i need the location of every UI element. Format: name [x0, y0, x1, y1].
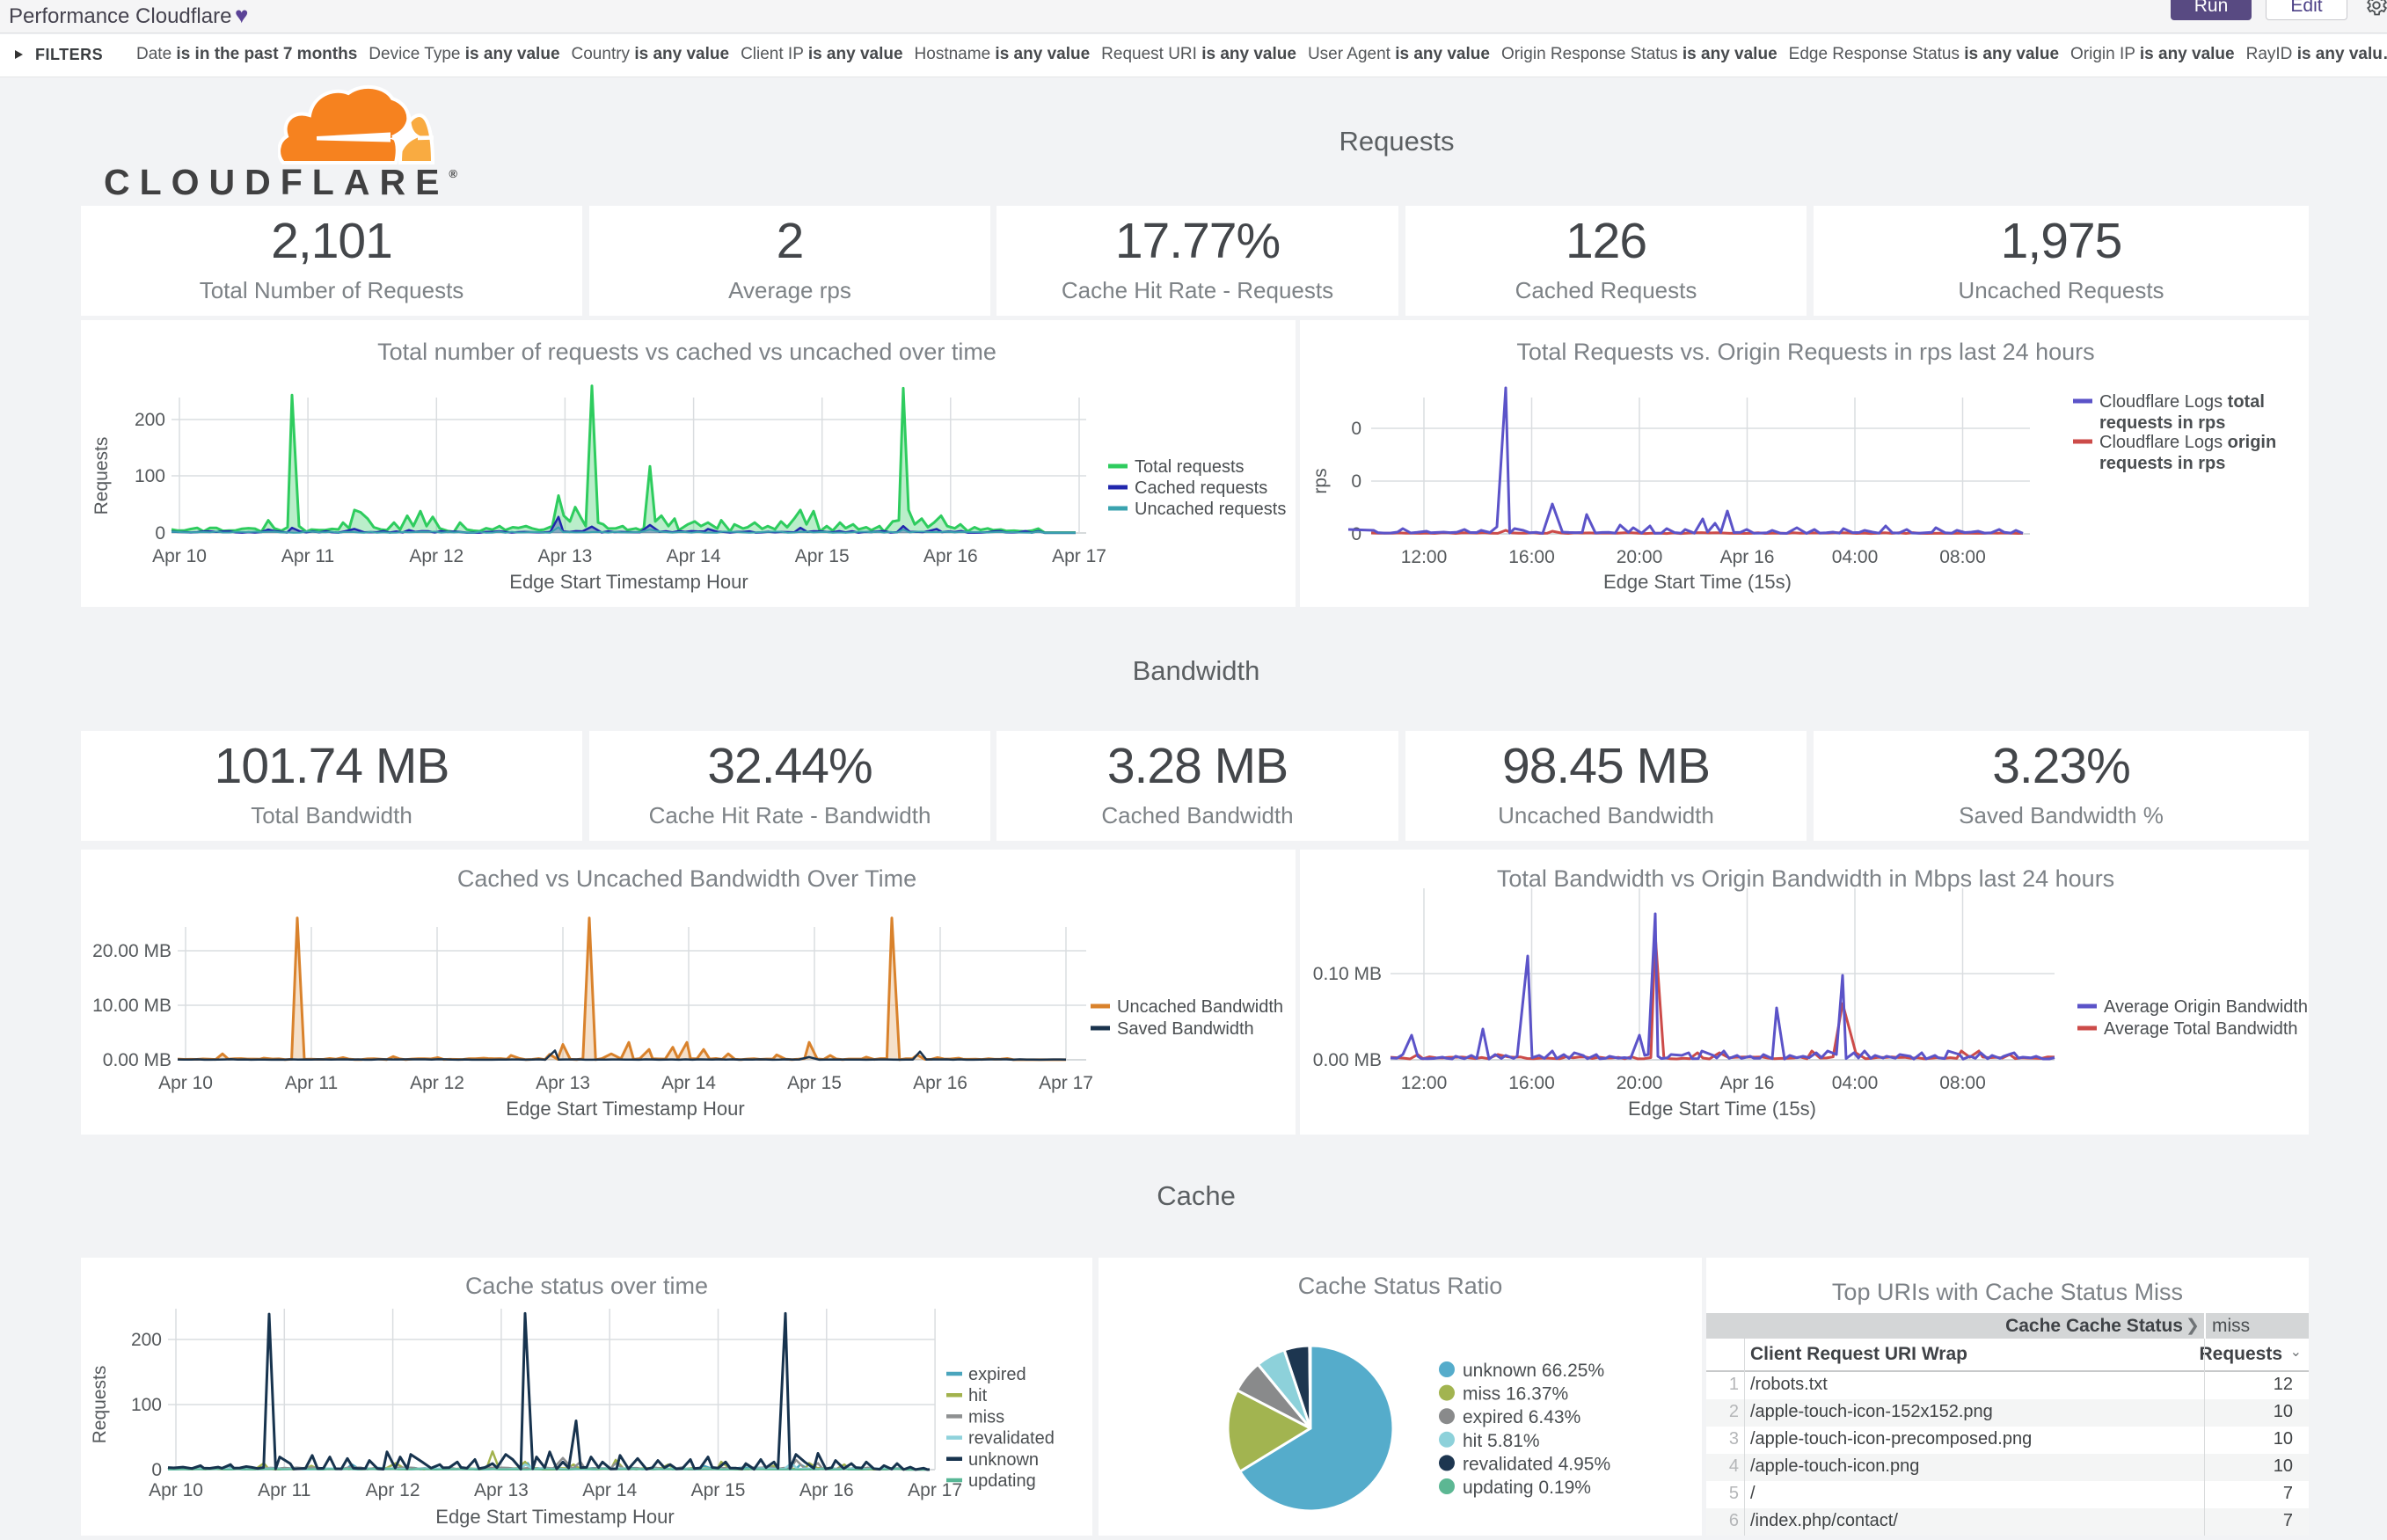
- svg-text:Apr 14: Apr 14: [667, 546, 721, 566]
- svg-text:Apr 16: Apr 16: [799, 1480, 854, 1500]
- svg-text:miss: miss: [968, 1407, 1004, 1427]
- svg-text:Apr 17: Apr 17: [908, 1480, 962, 1500]
- svg-text:Apr 12: Apr 12: [410, 1073, 464, 1093]
- svg-text:Apr 15: Apr 15: [691, 1480, 746, 1500]
- svg-text:Apr 10: Apr 10: [149, 1480, 203, 1500]
- svg-text:Uncached requests: Uncached requests: [1135, 500, 1286, 519]
- svg-text:Cached vs Uncached Bandwidth O: Cached vs Uncached Bandwidth Over Time: [457, 865, 916, 892]
- svg-text:0: 0: [151, 1460, 162, 1480]
- svg-text:requests in rps: requests in rps: [2099, 413, 2225, 433]
- svg-text:Requests: Requests: [91, 437, 112, 515]
- svg-text:Apr 13: Apr 13: [474, 1480, 529, 1500]
- svg-text:Total Requests vs. Origin Requ: Total Requests vs. Origin Requests in rp…: [1516, 339, 2094, 365]
- svg-text:16:00: 16:00: [1508, 547, 1555, 567]
- svg-text:Edge Start Time (15s): Edge Start Time (15s): [1628, 1098, 1816, 1120]
- svg-text:Average Total Bandwidth: Average Total Bandwidth: [2104, 1019, 2298, 1039]
- svg-text:updating: updating: [968, 1471, 1036, 1491]
- svg-text:20.00 MB: 20.00 MB: [92, 941, 172, 961]
- svg-text:Apr 15: Apr 15: [795, 546, 850, 566]
- svg-text:Apr 16: Apr 16: [1720, 547, 1775, 567]
- svg-text:unknown 66.25%: unknown 66.25%: [1463, 1361, 1604, 1381]
- svg-text:Cache status over time: Cache status over time: [465, 1273, 708, 1299]
- svg-text:Apr 10: Apr 10: [152, 546, 207, 566]
- svg-text:Apr 16: Apr 16: [1720, 1073, 1775, 1093]
- svg-text:Edge Start Time (15s): Edge Start Time (15s): [1603, 571, 1792, 593]
- svg-text:20:00: 20:00: [1617, 1073, 1663, 1093]
- svg-text:0: 0: [155, 523, 165, 544]
- svg-text:Apr 16: Apr 16: [923, 546, 978, 566]
- svg-text:Cached requests: Cached requests: [1135, 478, 1267, 498]
- svg-text:200: 200: [135, 410, 165, 430]
- svg-text:Apr 15: Apr 15: [787, 1073, 842, 1093]
- svg-text:Edge Start Timestamp Hour: Edge Start Timestamp Hour: [509, 571, 748, 593]
- svg-text:Apr 12: Apr 12: [366, 1480, 420, 1500]
- svg-text:hit: hit: [968, 1386, 988, 1405]
- svg-text:revalidated: revalidated: [968, 1429, 1055, 1449]
- svg-text:Cloudflare Logs origin: Cloudflare Logs origin: [2099, 433, 2276, 452]
- svg-text:Apr 17: Apr 17: [1039, 1073, 1093, 1093]
- svg-text:100: 100: [131, 1395, 162, 1415]
- svg-text:Edge Start Timestamp Hour: Edge Start Timestamp Hour: [506, 1098, 744, 1120]
- svg-text:expired: expired: [968, 1365, 1026, 1384]
- svg-text:20:00: 20:00: [1617, 547, 1663, 567]
- svg-text:08:00: 08:00: [1939, 547, 1986, 567]
- svg-text:0: 0: [1351, 524, 1361, 544]
- svg-text:Average Origin Bandwidth: Average Origin Bandwidth: [2104, 997, 2308, 1017]
- svg-text:Apr 13: Apr 13: [536, 1073, 590, 1093]
- svg-text:miss 16.37%: miss 16.37%: [1463, 1384, 1568, 1405]
- svg-text:Apr 14: Apr 14: [582, 1480, 637, 1500]
- svg-text:04:00: 04:00: [1832, 1073, 1879, 1093]
- svg-text:Apr 10: Apr 10: [158, 1073, 213, 1093]
- svg-text:Apr 11: Apr 11: [258, 1480, 310, 1500]
- svg-text:unknown: unknown: [968, 1450, 1039, 1470]
- svg-text:200: 200: [131, 1330, 162, 1350]
- svg-text:04:00: 04:00: [1832, 547, 1879, 567]
- svg-text:Total requests: Total requests: [1135, 457, 1245, 477]
- svg-text:Cloudflare Logs total: Cloudflare Logs total: [2099, 392, 2265, 412]
- svg-text:0.00 MB: 0.00 MB: [103, 1050, 172, 1070]
- svg-text:Cache Status Ratio: Cache Status Ratio: [1298, 1273, 1503, 1299]
- svg-text:Apr 16: Apr 16: [913, 1073, 967, 1093]
- svg-text:Apr 17: Apr 17: [1052, 546, 1106, 566]
- svg-text:Apr 11: Apr 11: [285, 1073, 338, 1093]
- svg-text:Apr 12: Apr 12: [409, 546, 464, 566]
- svg-text:requests in rps: requests in rps: [2099, 454, 2225, 473]
- svg-text:100: 100: [135, 466, 165, 486]
- svg-text:0.00 MB: 0.00 MB: [1313, 1050, 1382, 1070]
- svg-text:Requests: Requests: [90, 1366, 110, 1444]
- svg-text:Apr 11: Apr 11: [281, 546, 334, 566]
- svg-text:0: 0: [1351, 471, 1361, 492]
- svg-text:expired 6.43%: expired 6.43%: [1463, 1407, 1580, 1427]
- svg-text:12:00: 12:00: [1401, 547, 1448, 567]
- svg-text:Uncached Bandwidth: Uncached Bandwidth: [1117, 997, 1283, 1017]
- svg-text:Saved Bandwidth: Saved Bandwidth: [1117, 1019, 1254, 1039]
- svg-text:Total number of requests vs ca: Total number of requests vs cached vs un…: [377, 339, 996, 365]
- svg-text:updating 0.19%: updating 0.19%: [1463, 1478, 1591, 1498]
- svg-text:rps: rps: [1310, 468, 1331, 493]
- svg-text:hit 5.81%: hit 5.81%: [1463, 1431, 1540, 1451]
- svg-text:12:00: 12:00: [1401, 1073, 1448, 1093]
- svg-text:16:00: 16:00: [1508, 1073, 1555, 1093]
- svg-text:08:00: 08:00: [1939, 1073, 1986, 1093]
- svg-text:Total Bandwidth vs Origin Band: Total Bandwidth vs Origin Bandwidth in M…: [1497, 865, 2114, 892]
- svg-text:Edge Start Timestamp Hour: Edge Start Timestamp Hour: [435, 1506, 674, 1528]
- svg-text:0: 0: [1351, 419, 1361, 439]
- svg-text:revalidated 4.95%: revalidated 4.95%: [1463, 1454, 1610, 1474]
- svg-text:10.00 MB: 10.00 MB: [92, 996, 172, 1016]
- svg-text:Apr 14: Apr 14: [661, 1073, 716, 1093]
- svg-text:0.10 MB: 0.10 MB: [1313, 964, 1382, 984]
- svg-text:Apr 13: Apr 13: [537, 546, 592, 566]
